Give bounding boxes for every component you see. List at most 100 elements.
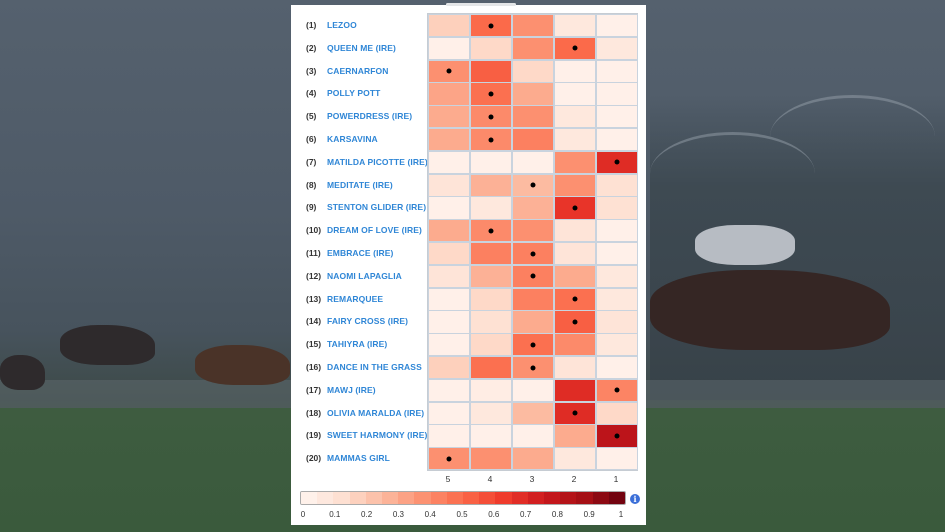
heatmap-cell[interactable] <box>596 264 638 289</box>
heatmap-cell[interactable] <box>428 173 470 197</box>
heatmap-cell[interactable] <box>470 242 512 266</box>
heatmap-cell[interactable] <box>470 447 512 471</box>
heatmap-cell[interactable] <box>554 105 596 129</box>
runner-name-link[interactable]: CAERNARFON <box>327 65 389 76</box>
heatmap-cell[interactable] <box>470 173 512 197</box>
heatmap-cell[interactable] <box>512 447 554 471</box>
heatmap-cell[interactable] <box>512 378 554 403</box>
heatmap-cell[interactable] <box>512 59 554 83</box>
heatmap-cell[interactable] <box>554 196 596 220</box>
runner-name-link[interactable]: TAHIYRA (IRE) <box>327 339 388 350</box>
heatmap-cell[interactable] <box>470 310 512 334</box>
heatmap-cell[interactable] <box>596 59 638 83</box>
heatmap-cell[interactable] <box>512 196 554 220</box>
heatmap-cell[interactable] <box>554 356 596 380</box>
heatmap-cell[interactable] <box>428 14 470 38</box>
heatmap-cell[interactable] <box>470 82 512 106</box>
heatmap-cell[interactable] <box>470 59 512 83</box>
heatmap-cell[interactable] <box>554 36 596 61</box>
heatmap-cell[interactable] <box>512 356 554 380</box>
heatmap-cell[interactable] <box>428 310 470 334</box>
heatmap-cell[interactable] <box>596 424 638 448</box>
heatmap-cell[interactable] <box>512 333 554 357</box>
heatmap-cell[interactable] <box>554 310 596 334</box>
heatmap-cell[interactable] <box>596 219 638 243</box>
heatmap-cell[interactable] <box>596 333 638 357</box>
runner-name-link[interactable]: MEDITATE (IRE) <box>327 179 393 190</box>
runner-name-link[interactable]: LEZOO <box>327 20 357 30</box>
heatmap-cell[interactable] <box>596 173 638 197</box>
heatmap-cell[interactable] <box>470 287 512 311</box>
heatmap-cell[interactable] <box>428 356 470 380</box>
heatmap-cell[interactable] <box>512 150 554 175</box>
heatmap-cell[interactable] <box>512 219 554 243</box>
heatmap-cell[interactable] <box>554 173 596 197</box>
heatmap-cell[interactable] <box>596 14 638 38</box>
heatmap-cell[interactable] <box>512 105 554 129</box>
heatmap-cell[interactable] <box>428 82 470 106</box>
heatmap-cell[interactable] <box>428 196 470 220</box>
heatmap-cell[interactable] <box>596 36 638 61</box>
heatmap-cell[interactable] <box>470 128 512 152</box>
heatmap-cell[interactable] <box>554 59 596 83</box>
heatmap-cell[interactable] <box>428 219 470 243</box>
heatmap-cell[interactable] <box>428 333 470 357</box>
heatmap-cell[interactable] <box>512 310 554 334</box>
heatmap-cell[interactable] <box>596 105 638 129</box>
heatmap-cell[interactable] <box>596 82 638 106</box>
runner-name-link[interactable]: NAOMI LAPAGLIA <box>327 270 402 281</box>
runner-name-link[interactable]: MATILDA PICOTTE (IRE) <box>327 156 428 167</box>
heatmap-cell[interactable] <box>428 424 470 448</box>
heatmap-cell[interactable] <box>554 333 596 357</box>
heatmap-cell[interactable] <box>554 401 596 425</box>
heatmap-cell[interactable] <box>470 378 512 403</box>
heatmap-cell[interactable] <box>596 242 638 266</box>
heatmap-cell[interactable] <box>470 150 512 175</box>
heatmap-cell[interactable] <box>512 82 554 106</box>
heatmap-cell[interactable] <box>512 424 554 448</box>
heatmap-cell[interactable] <box>512 264 554 289</box>
runner-name-link[interactable]: POWERDRESS (IRE) <box>327 111 413 122</box>
heatmap-cell[interactable] <box>470 356 512 380</box>
heatmap-cell[interactable] <box>596 401 638 425</box>
heatmap-cell[interactable] <box>470 105 512 129</box>
heatmap-cell[interactable] <box>470 36 512 61</box>
heatmap-cell[interactable] <box>512 401 554 425</box>
heatmap-cell[interactable] <box>470 264 512 289</box>
heatmap-cell[interactable] <box>428 105 470 129</box>
heatmap-cell[interactable] <box>512 128 554 152</box>
runner-name-link[interactable]: FAIRY CROSS (IRE) <box>327 316 409 327</box>
heatmap-cell[interactable] <box>554 264 596 289</box>
heatmap-cell[interactable] <box>428 264 470 289</box>
heatmap-cell[interactable] <box>512 14 554 38</box>
heatmap-cell[interactable] <box>428 128 470 152</box>
heatmap-cell[interactable] <box>428 150 470 175</box>
runner-name-link[interactable]: MAMMAS GIRL <box>327 453 390 464</box>
runner-name-link[interactable]: EMBRACE (IRE) <box>327 248 394 258</box>
runner-name-link[interactable]: MAWJ (IRE) <box>327 384 376 395</box>
heatmap-cell[interactable] <box>596 378 638 403</box>
heatmap-cell[interactable] <box>596 356 638 380</box>
heatmap-cell[interactable] <box>428 36 470 61</box>
heatmap-cell[interactable] <box>428 378 470 403</box>
heatmap-cell[interactable] <box>470 196 512 220</box>
heatmap-cell[interactable] <box>554 378 596 403</box>
runner-name-link[interactable]: POLLY POTT <box>327 88 381 99</box>
heatmap-cell[interactable] <box>596 196 638 220</box>
heatmap-cell[interactable] <box>470 424 512 448</box>
heatmap-cell[interactable] <box>554 424 596 448</box>
runner-name-link[interactable]: REMARQUEE <box>327 293 384 304</box>
heatmap-cell[interactable] <box>554 14 596 38</box>
heatmap-cell[interactable] <box>554 82 596 106</box>
heatmap-cell[interactable] <box>428 447 470 471</box>
heatmap-cell[interactable] <box>470 14 512 38</box>
heatmap-cell[interactable] <box>554 287 596 311</box>
heatmap-cell[interactable] <box>428 287 470 311</box>
heatmap-cell[interactable] <box>596 447 638 471</box>
runner-name-link[interactable]: STENTON GLIDER (IRE) <box>327 202 427 213</box>
heatmap-cell[interactable] <box>512 287 554 311</box>
heatmap-cell[interactable] <box>428 401 470 425</box>
heatmap-cell[interactable] <box>596 128 638 152</box>
runner-name-link[interactable]: DREAM OF LOVE (IRE) <box>327 225 422 236</box>
runner-name-link[interactable]: DANCE IN THE GRASS <box>327 362 422 372</box>
